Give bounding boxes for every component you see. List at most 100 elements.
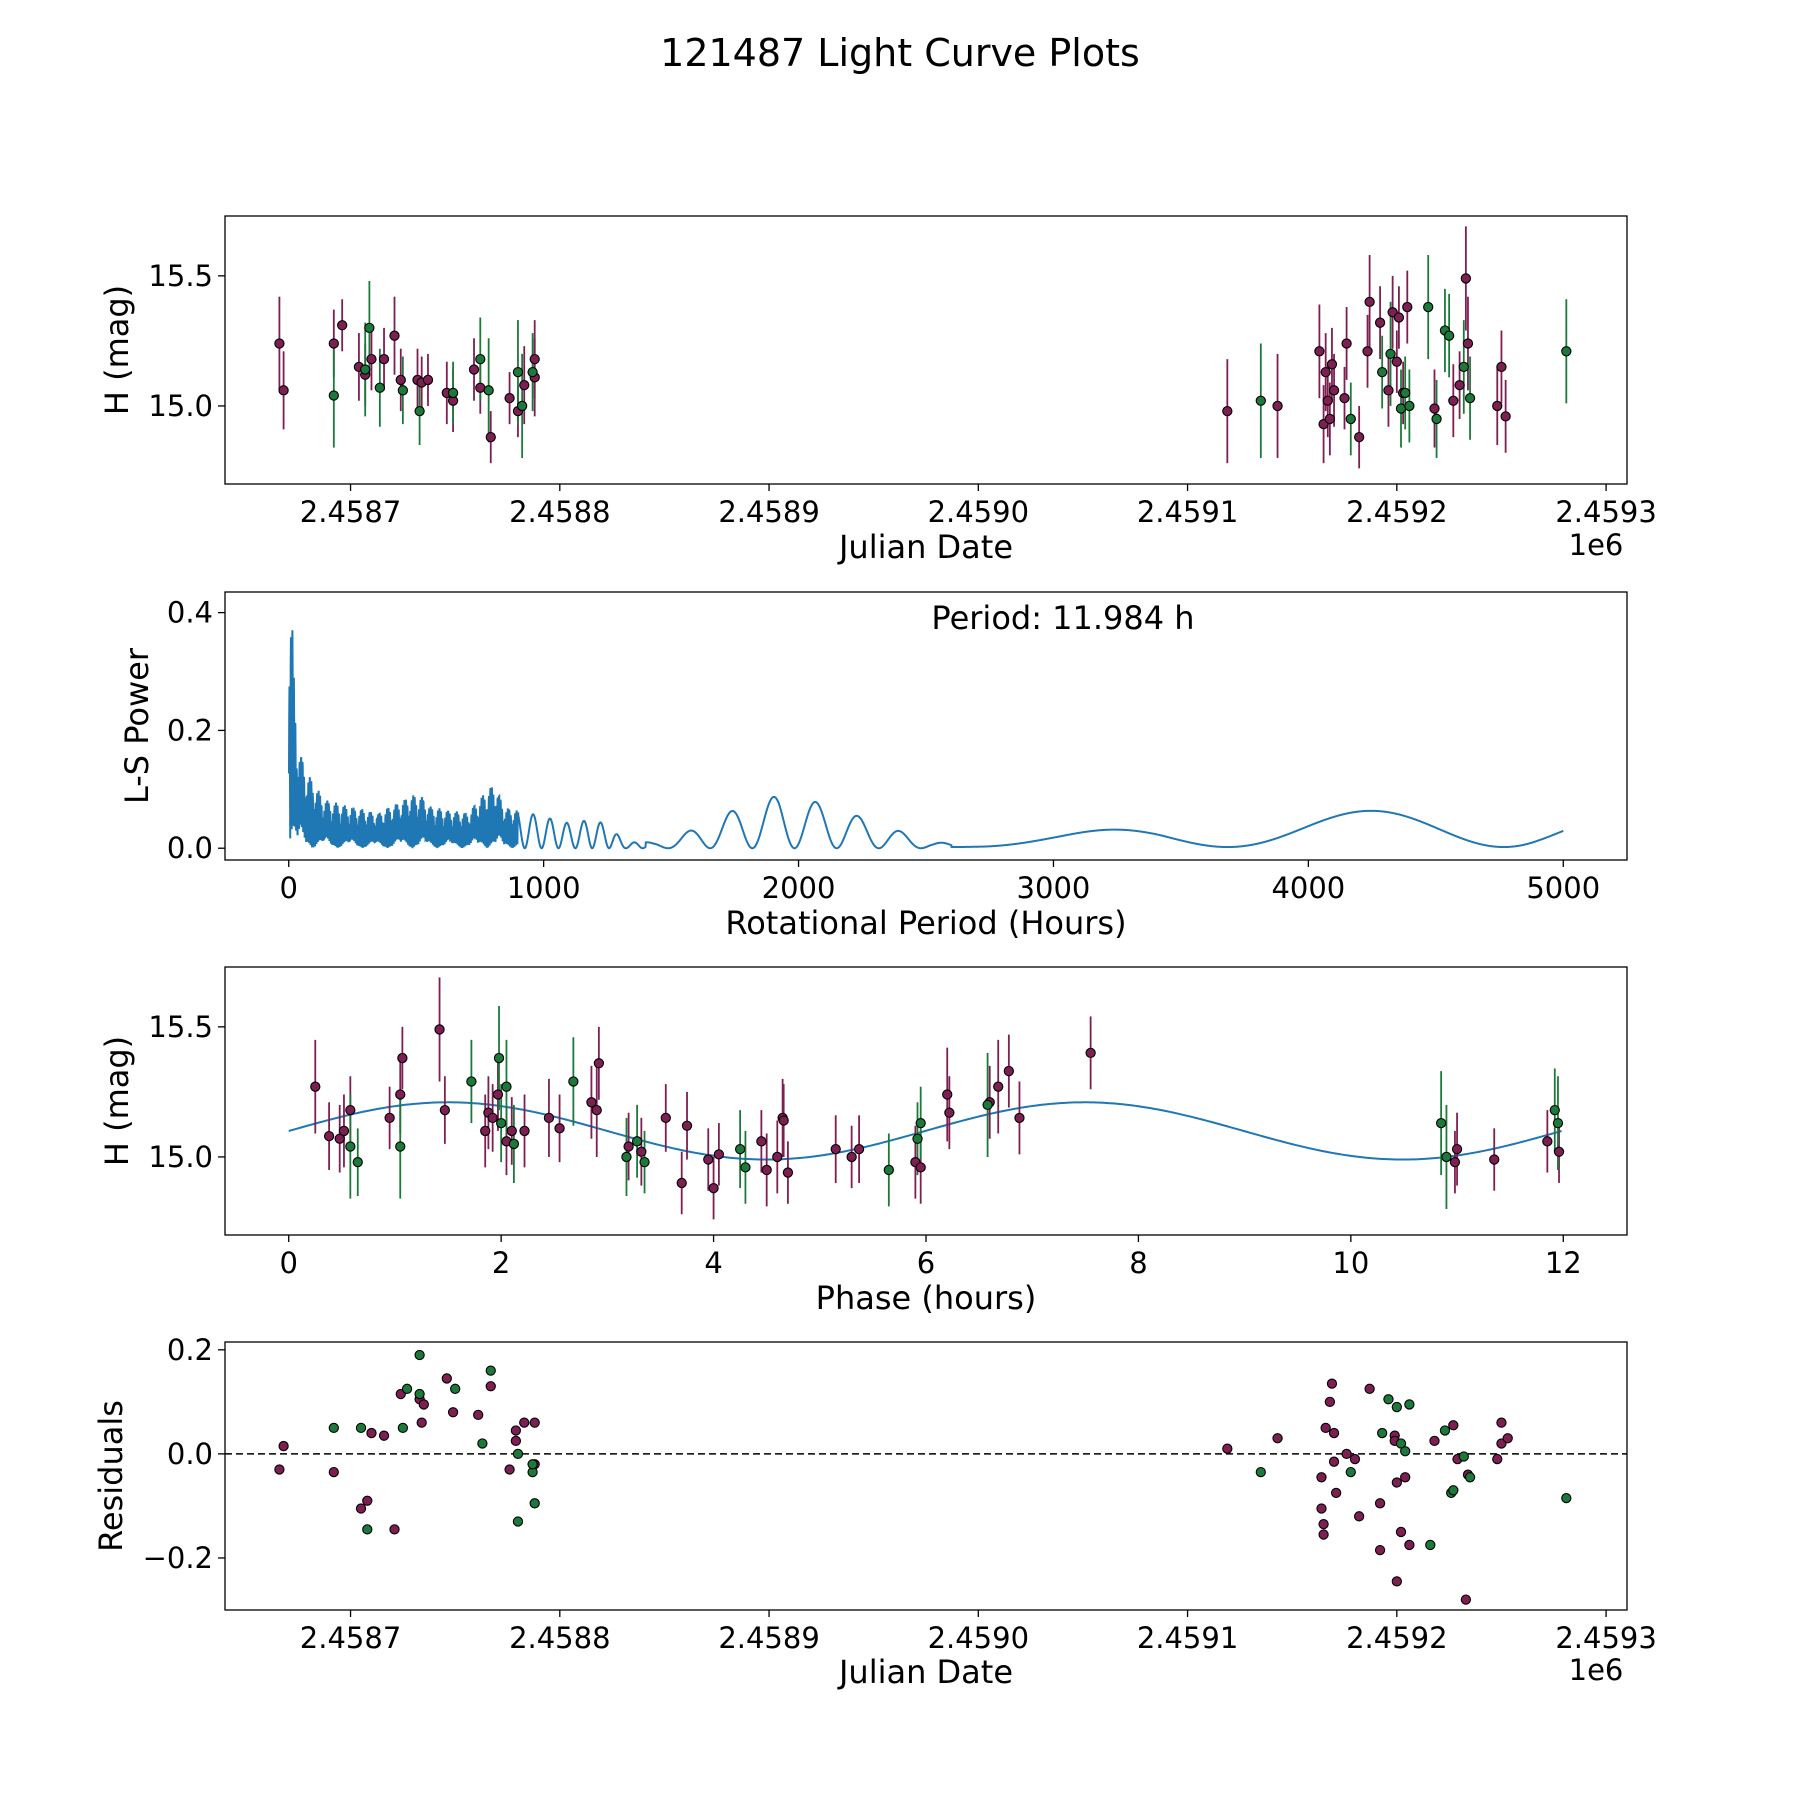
residuals-plot-area: 2.4587 2.4588 2.4589 2.4590 2.4591 2.4592 2.45… [143,1333,1657,1655]
residuals-point-purple [473,1409,484,1421]
phased-point-green [493,1052,505,1064]
phased-point-green [1441,1151,1452,1163]
residuals-panel: 2.4587 2.4588 2.4589 2.4590 2.4591 2.4592 2.45… [92,1333,1657,1691]
lightcurve-point-green [1431,413,1442,425]
lightcurve-point-green [1464,392,1476,404]
residuals-point-green [401,1383,413,1394]
residuals-point-green [1425,1539,1436,1551]
phased-point-purple [1085,1047,1096,1059]
lightcurve-point-purple [366,353,377,365]
lightcurve-ylabel: H (mag) [98,285,136,415]
residuals-point-purple [1492,1453,1503,1465]
residuals-point-purple [1502,1433,1513,1444]
phased-point-purple [519,1125,530,1137]
residuals-point-green [397,1422,409,1434]
residuals-point-green [355,1422,367,1434]
lightcurve-point-purple [1500,411,1511,422]
lightcurve-point-purple [468,364,480,375]
lightcurve-point-green [328,390,339,401]
lightcurve-xlabel: Julian Date [837,528,1013,566]
phased-point-purple [993,1081,1004,1092]
phased-point-purple [543,1112,555,1124]
residuals-point-purple [1341,1448,1352,1460]
phased-point-purple [1553,1146,1565,1157]
phased-point-green [631,1136,643,1147]
phased-point-purple [338,1125,350,1137]
phased-point-purple [681,1120,693,1131]
residuals-point-purple [1318,1518,1329,1530]
lightcurve-point-green [1255,395,1266,406]
lightcurve-point-purple [1328,385,1340,396]
lightcurve-point-purple [1374,317,1386,328]
residuals-point-purple [1395,1526,1407,1538]
lightcurve-point-purple [1339,392,1350,404]
phased-xtick-label: 2 [492,1246,510,1280]
lightcurve-xtick-label: 2.4593 [1555,495,1656,529]
periodogram-plot-area: 0 1000 2000 3000 4000 5000 0.0 0.2 0.4 [167,596,1600,905]
phased-point-purple [772,1151,783,1163]
phased-point-purple [915,1162,926,1173]
residuals-point-green [1400,1446,1411,1457]
residuals-point-purple [519,1417,530,1428]
lightcurve-offset-label: 1e6 [1569,528,1624,562]
lightcurve-point-green [1423,301,1434,313]
phased-point-green [345,1141,356,1152]
residuals-point-purple [1448,1420,1459,1431]
periodogram-ylabel: L-S Power [118,647,156,804]
residuals-point-purple [1316,1472,1327,1483]
periodogram-ytick-label: 0.2 [167,713,213,747]
lightcurve-point-purple [529,353,540,365]
phased-point-purple [591,1104,602,1116]
residuals-point-purple [1364,1383,1375,1394]
lightcurve-point-purple [1383,385,1394,396]
lightcurve-xtick-label: 2.4589 [718,495,819,529]
lightcurve-point-purple [1272,400,1283,412]
phased-point-purple [623,1141,634,1152]
residuals-point-purple [1320,1422,1331,1434]
residuals-point-purple [355,1503,367,1514]
phased-xtick-label: 10 [1332,1246,1369,1280]
lightcurve-point-green [483,385,494,396]
phased-point-green [395,1141,406,1152]
phased-point-purple [676,1177,687,1189]
residuals-point-purple [485,1381,496,1392]
lightcurve-point-green [1377,366,1388,378]
lightcurve-panel: 2.4587 2.4588 2.4589 2.4590 2.4591 2.4592 2.45… [98,215,1657,566]
residuals-point-green [1255,1466,1266,1478]
residuals-ytick-label: 0.0 [167,1437,213,1471]
phased-point-green [982,1099,993,1111]
residuals-point-purple [1354,1511,1365,1522]
residuals-point-purple [278,1440,289,1452]
phased-point-purple [439,1104,451,1116]
lightcurve-point-purple [278,385,289,396]
residuals-point-purple [447,1407,459,1418]
residuals-point-purple [1374,1498,1386,1509]
lightcurve-point-purple [395,374,406,386]
phased-point-purple [395,1089,406,1100]
lightcurve-point-purple [519,379,530,391]
lightcurve-point-green [1561,346,1572,357]
residuals-point-green [1404,1399,1415,1410]
lightcurve-point-purple [1448,395,1459,406]
phased-xtick-label: 8 [1129,1246,1147,1280]
residuals-point-purple [1318,1529,1329,1540]
residuals-point-purple [274,1464,285,1475]
lightcurve-ytick-label: 15.0 [148,389,213,423]
lightcurve-point-purple [1454,379,1465,391]
residuals-xtick-label: 2.4593 [1555,1621,1656,1655]
phased-ytick-label: 15.0 [148,1140,213,1174]
phased-point-green [1549,1104,1560,1116]
phased-xtick-label: 4 [704,1246,722,1280]
figure-title: 121487 Light Curve Plots [660,31,1140,75]
phased-point-purple [586,1097,597,1108]
residuals-point-green [512,1516,524,1527]
periodogram-frame [224,591,1628,861]
phased-point-purple [334,1133,345,1144]
phased-point-purple [703,1154,714,1165]
phased-point-purple [1542,1136,1553,1147]
residuals-point-purple [366,1427,377,1439]
lightcurve-point-purple [475,382,486,393]
periodogram-xlabel: Rotational Period (Hours) [725,904,1126,942]
lightcurve-point-purple [1324,413,1336,425]
phased-ytick-label: 15.5 [148,1010,213,1044]
